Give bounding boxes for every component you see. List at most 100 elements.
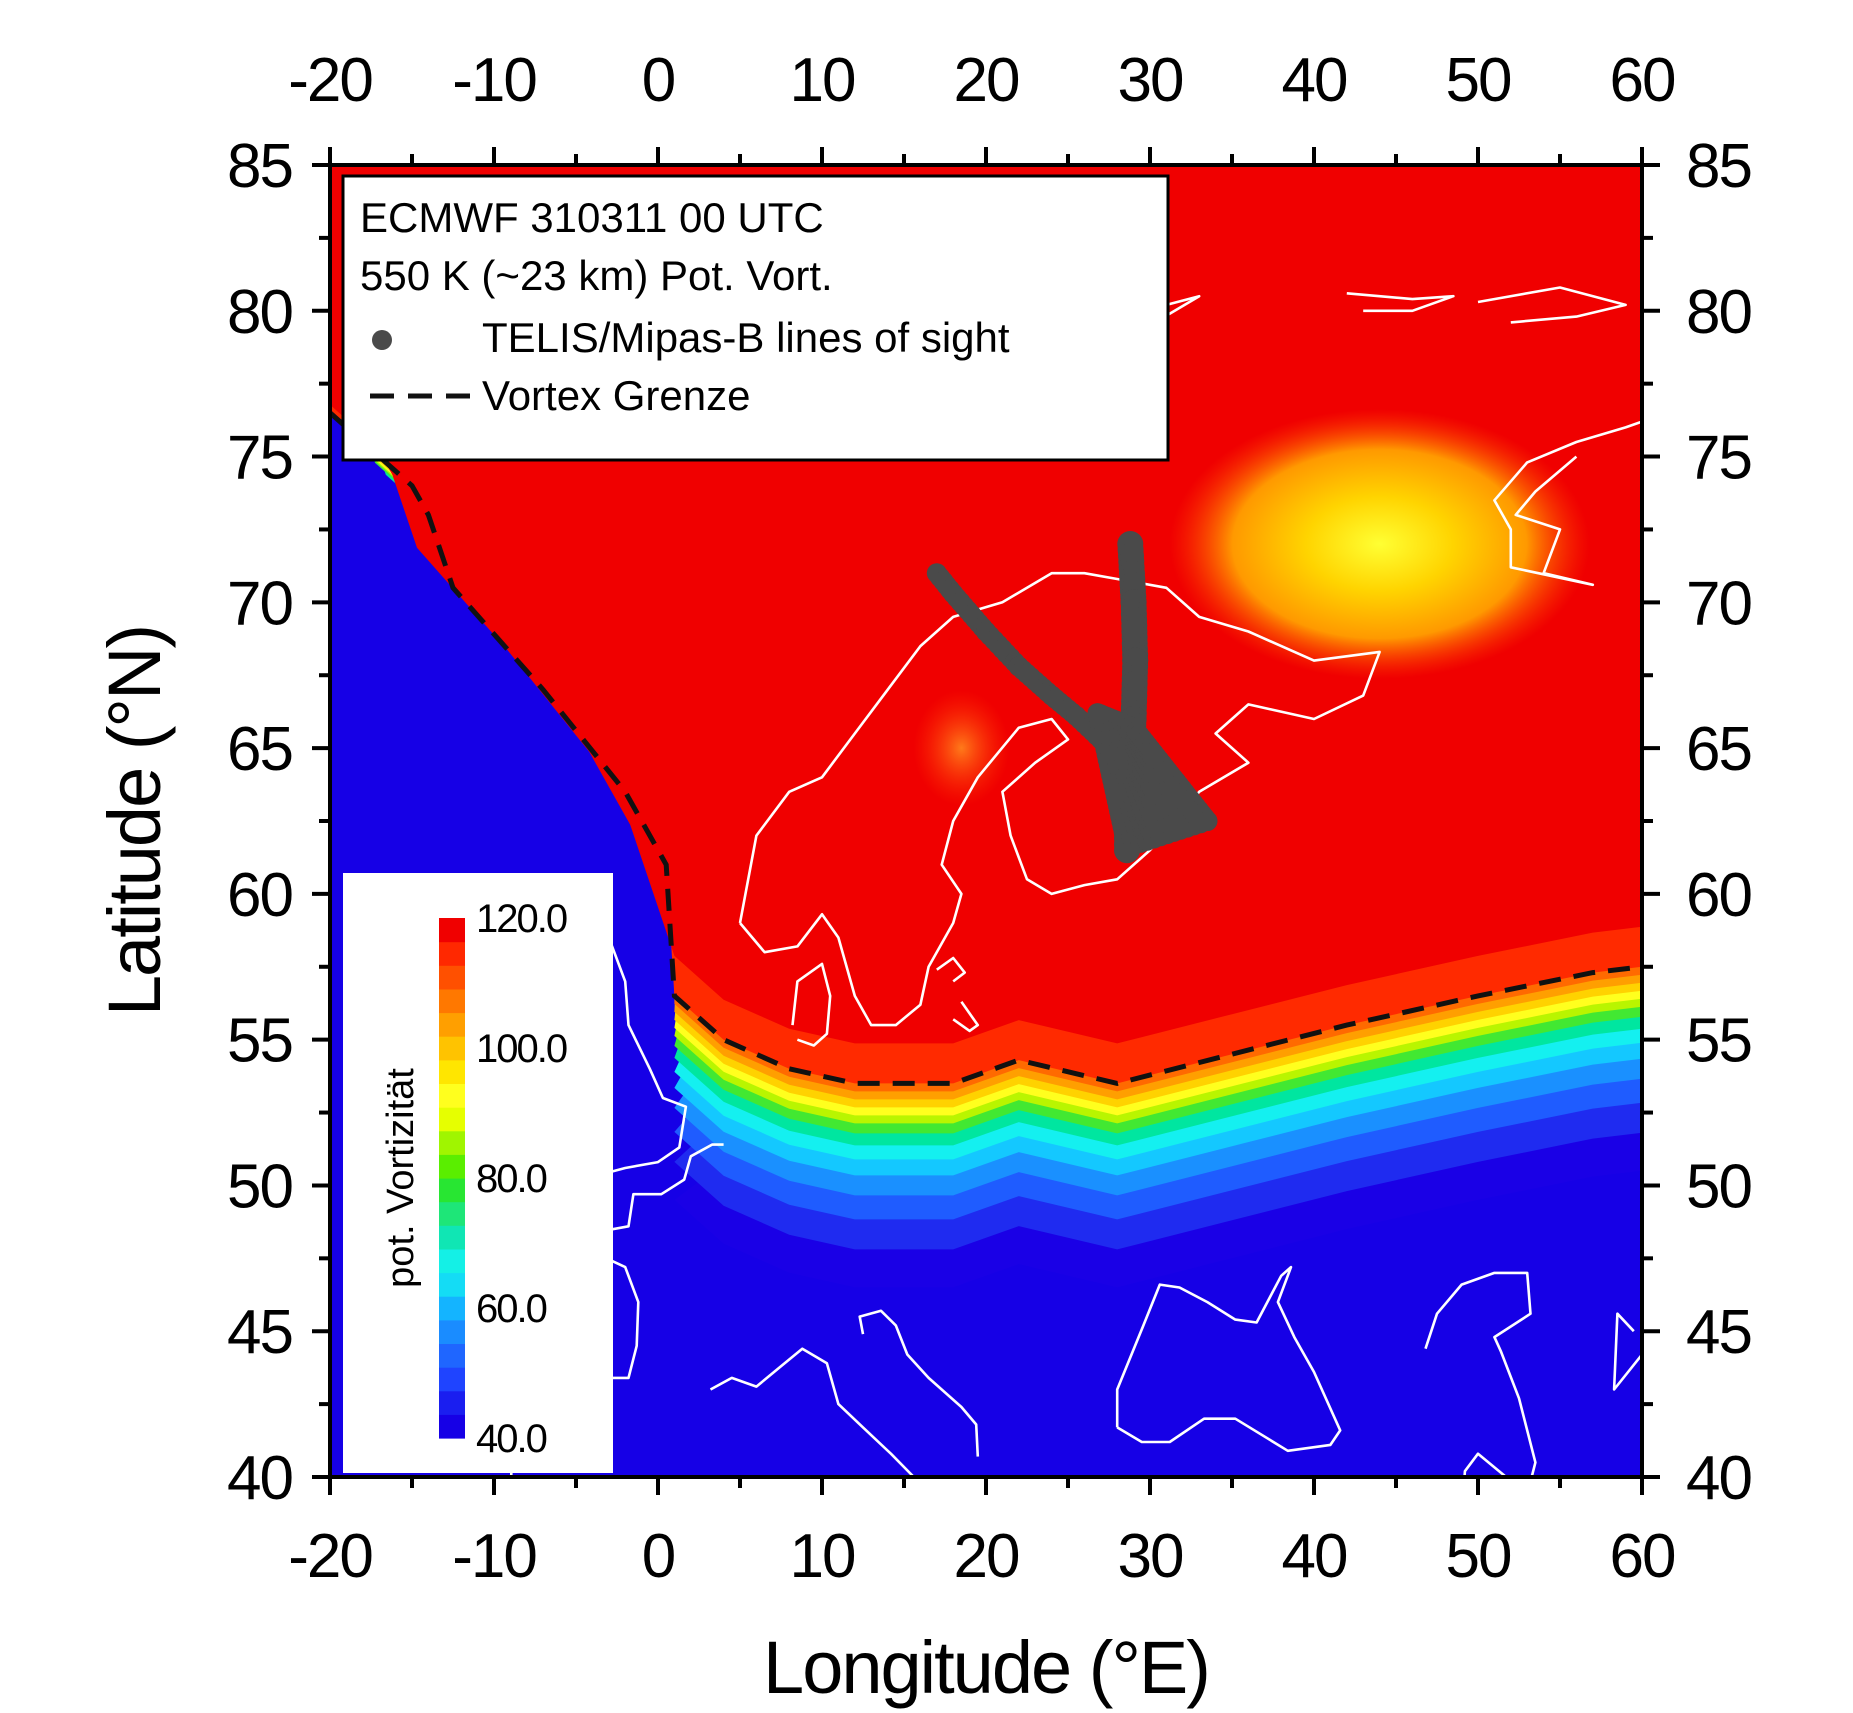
y-tick-label-right: 75: [1686, 424, 1751, 493]
coastline: [1477, 286, 1627, 324]
colorbar-step: [439, 1414, 465, 1439]
legend-title-line-2: 550 K (~23 km) Pot. Vort.: [360, 252, 833, 299]
line-of-sight-point: [1197, 811, 1218, 831]
x-tick-label-top: 60: [1610, 46, 1675, 115]
pv-features: [913, 409, 1590, 807]
colorbar-title: pot. Vortizität: [380, 1068, 422, 1288]
x-tick-label-bottom: 60: [1610, 1522, 1675, 1591]
legend-entry-vortex-boundary: Vortex Grenze: [482, 372, 750, 419]
y-tick-label-right: 45: [1686, 1298, 1751, 1367]
legend: ECMWF 310311 00 UTC 550 K (~23 km) Pot. …: [341, 174, 1170, 462]
colorbar-step: [439, 1343, 465, 1368]
colorbar-step: [439, 1059, 465, 1084]
y-tick-label-right: 70: [1686, 569, 1751, 638]
coastline: [1115, 1265, 1342, 1453]
colorbar-step: [439, 1012, 465, 1037]
colorbar-step: [439, 1178, 465, 1203]
tick-labels: -20-20-10-100010102020303040405050606040…: [227, 46, 1753, 1591]
y-tick-label-right: 40: [1686, 1444, 1751, 1513]
colorbar-step: [439, 988, 465, 1014]
colorbar-step: [439, 1107, 465, 1132]
y-tick-label-left: 45: [227, 1298, 292, 1367]
colorbar-step: [439, 1083, 465, 1108]
colorbar-tick-labels: 40.0 60.0 80.0 100.0 120.0: [476, 897, 569, 1461]
colorbar-step: [439, 1201, 465, 1226]
colorbar-step: [439, 1367, 465, 1392]
colorbar-box: [343, 873, 613, 1473]
coastline: [952, 1001, 980, 1033]
colorbar-steps: [439, 918, 465, 1439]
x-tick-label-top: 50: [1446, 46, 1511, 115]
coastline: [858, 1309, 980, 1457]
x-tick-label-bottom: -10: [452, 1522, 536, 1591]
y-tick-label-right: 85: [1686, 132, 1751, 201]
x-tick-label-bottom: 40: [1282, 1522, 1347, 1591]
colorbar-step: [439, 1319, 465, 1344]
x-tick-label-bottom: 20: [954, 1522, 1019, 1591]
x-tick-label-top: 40: [1282, 46, 1347, 115]
colorbar-step: [439, 1154, 465, 1179]
y-tick-label-right: 55: [1686, 1007, 1751, 1076]
y-tick-label-left: 55: [227, 1007, 292, 1076]
axis-ticks: [312, 147, 1660, 1495]
y-tick-label-right: 60: [1686, 861, 1751, 930]
colorbar-step: [439, 918, 465, 943]
colorbar-step: [439, 1296, 465, 1321]
colorbar-step: [439, 1248, 465, 1274]
colorbar: 40.0 60.0 80.0 100.0 120.0 pot. Vortizität: [343, 873, 613, 1473]
x-tick-label-bottom: 30: [1118, 1522, 1183, 1591]
x-tick-label-top: 30: [1118, 46, 1183, 115]
y-tick-label-left: 85: [227, 132, 292, 201]
y-tick-label-left: 75: [227, 424, 292, 493]
y-tick-label-right: 50: [1686, 1152, 1751, 1221]
legend-title-line-1: ECMWF 310311 00 UTC: [360, 194, 824, 241]
x-axis-title: Longitude (°E): [763, 1626, 1209, 1709]
colorbar-step: [439, 1272, 465, 1297]
coastline: [1493, 420, 1642, 587]
x-tick-label-bottom: 10: [790, 1522, 855, 1591]
colorbar-tick-label: 80.0: [476, 1157, 547, 1201]
legend-dot-symbol: [372, 330, 392, 350]
y-tick-label-left: 65: [227, 715, 292, 784]
y-tick-label-left: 40: [227, 1444, 292, 1513]
coastline: [709, 1347, 916, 1477]
x-tick-label-top: 20: [954, 46, 1019, 115]
y-tick-label-left: 80: [227, 278, 292, 347]
legend-entry-lines-of-sight: TELIS/Mipas-B lines of sight: [482, 314, 1010, 361]
colorbar-tick-label: 100.0: [476, 1027, 567, 1071]
colorbar-step: [439, 1225, 465, 1250]
colorbar-tick-label: 40.0: [476, 1417, 547, 1461]
colorbar-tick-label: 120.0: [476, 897, 567, 941]
colorbar-step: [439, 1130, 465, 1155]
pv-minimum-east: [1169, 409, 1590, 680]
colorbar-step: [439, 1390, 465, 1415]
y-tick-label-right: 65: [1686, 715, 1751, 784]
coastline: [1612, 1312, 1642, 1391]
x-tick-label-bottom: -20: [288, 1522, 372, 1591]
y-tick-label-left: 60: [227, 861, 292, 930]
line-of-sight-fan: [1087, 703, 1218, 858]
x-tick-label-top: -20: [288, 46, 372, 115]
y-tick-label-right: 80: [1686, 278, 1751, 347]
colorbar-step: [439, 1036, 465, 1061]
x-tick-label-top: -10: [452, 46, 536, 115]
vortex-boundary-line: [330, 410, 1642, 1086]
legend-box: [341, 174, 1170, 462]
coastline: [1346, 292, 1455, 313]
coastline: [1424, 1271, 1537, 1477]
colorbar-tick-label: 60.0: [476, 1287, 547, 1331]
coastline: [738, 571, 1381, 1027]
colorbar-step: [439, 941, 465, 966]
coastline: [791, 962, 832, 1047]
lines-of-sight-layer: [926, 531, 1218, 864]
colorbar-step: [439, 965, 465, 990]
coastline: [936, 956, 966, 983]
y-axis-title: Latitude (°N): [93, 626, 176, 1016]
x-tick-label-top: 10: [790, 46, 855, 115]
y-tick-label-left: 70: [227, 569, 292, 638]
x-tick-label-bottom: 0: [642, 1522, 675, 1591]
x-tick-label-bottom: 50: [1446, 1522, 1511, 1591]
pv-minimum-scandinavia: [913, 690, 1010, 807]
y-tick-label-left: 50: [227, 1152, 292, 1221]
